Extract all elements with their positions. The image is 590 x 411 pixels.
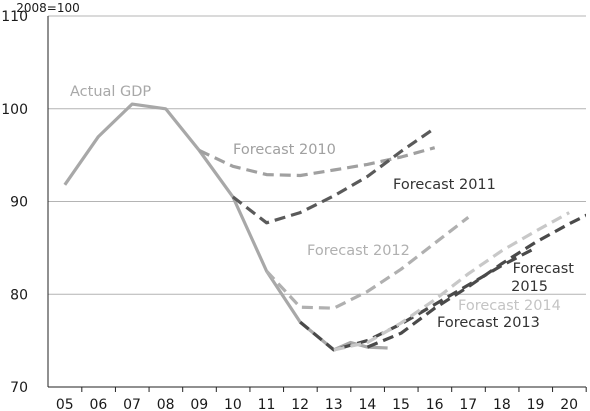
annotation-label: Forecast 2014 [458, 298, 561, 314]
series-line-forecast-2015 [366, 213, 586, 349]
gridlines [48, 15, 586, 295]
y-tick-label: 70 [10, 380, 28, 396]
y-tick-label: 80 [10, 287, 28, 303]
annotation-label: Forecast 2012 [307, 243, 410, 259]
x-tick-label: 16 [426, 397, 444, 411]
annotation-label: Forecast 2011 [393, 177, 496, 193]
series-lines [63, 102, 586, 352]
annotation-label: Forecast [513, 261, 575, 277]
series-line-forecast-2011 [231, 126, 436, 225]
annotation-label: Forecast 2010 [233, 142, 336, 158]
x-tick-label: 20 [560, 397, 578, 411]
x-tick-label: 14 [359, 397, 377, 411]
x-tick-label: 10 [224, 397, 242, 411]
series-line-forecast-2014 [333, 211, 570, 352]
x-tick-label: 13 [325, 397, 343, 411]
annotation-label: Forecast 2013 [437, 315, 540, 331]
series-line-forecast-2013 [299, 246, 537, 352]
series-annotations: Actual GDP Forecast 2010 Forecast 2011 Fore… [70, 84, 574, 331]
series-line-forecast-2012 [265, 216, 470, 310]
series-line-actual-gdp [63, 102, 388, 352]
x-tick-label: 15 [392, 397, 410, 411]
y-tick-label: 110 [1, 9, 28, 25]
y-unit-label: 2008=100 [16, 1, 80, 15]
x-tick-label: 11 [258, 397, 276, 411]
y-tick-label: 90 [10, 195, 28, 211]
x-tick-label: 17 [459, 397, 477, 411]
x-tick-label: 07 [123, 397, 141, 411]
x-tick-label: 08 [157, 397, 175, 411]
annotation-label: 2015 [511, 279, 548, 295]
x-tick-label: 06 [90, 397, 108, 411]
annotation-label: Actual GDP [70, 84, 151, 100]
x-tick-label: 05 [56, 397, 74, 411]
x-tick-label: 09 [190, 397, 208, 411]
x-tick-label: 12 [291, 397, 309, 411]
series-line-forecast-2010 [198, 146, 436, 178]
x-tick-label: 18 [493, 397, 511, 411]
x-tick-label: 19 [527, 397, 545, 411]
y-tick-label: 100 [1, 102, 28, 118]
